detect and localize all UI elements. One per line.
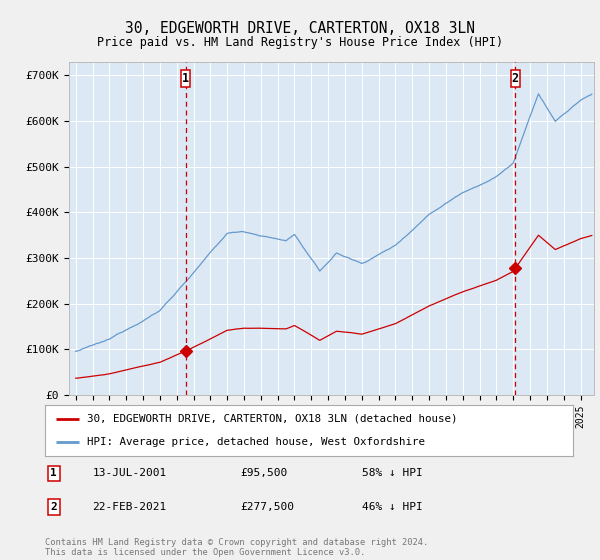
Text: 2: 2 — [50, 502, 57, 512]
Text: 30, EDGEWORTH DRIVE, CARTERTON, OX18 3LN (detached house): 30, EDGEWORTH DRIVE, CARTERTON, OX18 3LN… — [87, 414, 458, 424]
Text: £277,500: £277,500 — [241, 502, 295, 512]
Text: 13-JUL-2001: 13-JUL-2001 — [92, 468, 167, 478]
Text: HPI: Average price, detached house, West Oxfordshire: HPI: Average price, detached house, West… — [87, 437, 425, 447]
Text: £95,500: £95,500 — [241, 468, 287, 478]
Text: 58% ↓ HPI: 58% ↓ HPI — [362, 468, 422, 478]
Text: 46% ↓ HPI: 46% ↓ HPI — [362, 502, 422, 512]
Text: Price paid vs. HM Land Registry's House Price Index (HPI): Price paid vs. HM Land Registry's House … — [97, 36, 503, 49]
FancyBboxPatch shape — [511, 70, 520, 87]
Text: 1: 1 — [50, 468, 57, 478]
Text: 30, EDGEWORTH DRIVE, CARTERTON, OX18 3LN: 30, EDGEWORTH DRIVE, CARTERTON, OX18 3LN — [125, 21, 475, 36]
Text: 1: 1 — [182, 72, 190, 85]
FancyBboxPatch shape — [181, 70, 190, 87]
Text: Contains HM Land Registry data © Crown copyright and database right 2024.
This d: Contains HM Land Registry data © Crown c… — [45, 538, 428, 557]
Text: 2: 2 — [512, 72, 519, 85]
Text: 22-FEB-2021: 22-FEB-2021 — [92, 502, 167, 512]
